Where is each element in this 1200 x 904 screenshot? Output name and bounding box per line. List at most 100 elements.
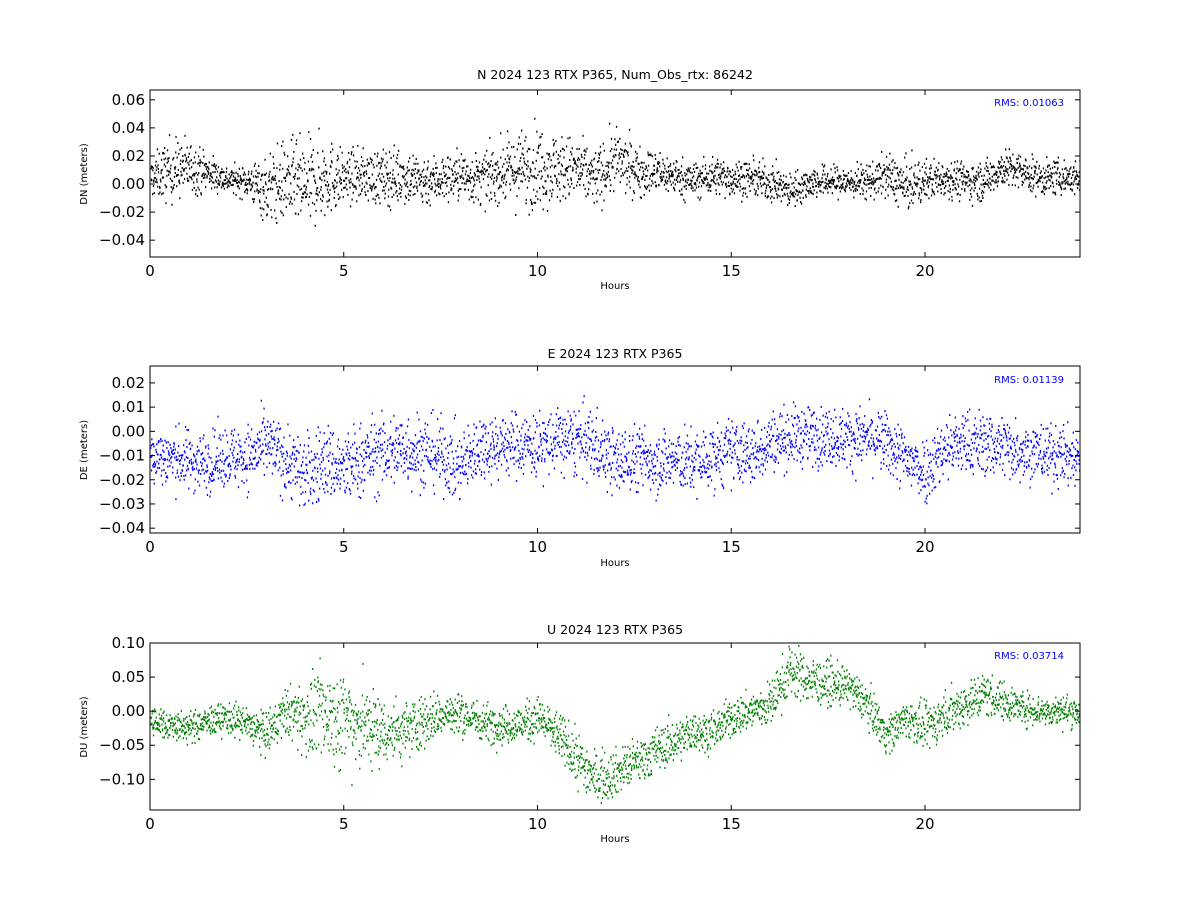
data-point xyxy=(515,411,516,413)
data-point xyxy=(370,431,371,433)
data-point xyxy=(374,496,375,498)
data-point xyxy=(961,161,962,163)
data-point xyxy=(167,466,168,468)
data-point xyxy=(203,177,204,179)
data-point xyxy=(511,442,512,444)
data-point xyxy=(1046,156,1047,158)
data-point xyxy=(180,171,181,173)
data-point xyxy=(787,193,788,195)
data-point xyxy=(213,182,214,184)
data-point xyxy=(404,183,405,185)
data-point xyxy=(385,193,386,195)
data-point xyxy=(213,155,214,157)
data-point xyxy=(384,197,385,199)
data-point xyxy=(226,474,227,476)
data-point xyxy=(479,469,480,471)
data-point xyxy=(607,491,608,493)
data-point xyxy=(485,433,486,435)
data-point xyxy=(161,440,162,442)
data-point xyxy=(345,171,346,173)
data-point xyxy=(510,449,511,451)
data-point xyxy=(630,472,631,474)
data-point xyxy=(1028,186,1029,188)
data-point xyxy=(319,440,320,442)
data-point xyxy=(274,443,275,445)
data-point xyxy=(205,460,206,462)
data-point xyxy=(663,176,664,178)
data-point xyxy=(267,426,268,428)
data-point xyxy=(268,176,269,178)
data-point xyxy=(523,157,524,159)
data-point xyxy=(341,179,342,181)
data-point xyxy=(213,479,214,481)
data-point xyxy=(469,177,470,179)
data-point xyxy=(917,176,918,178)
data-point xyxy=(741,201,742,203)
data-point xyxy=(465,188,466,190)
data-point xyxy=(1046,180,1047,182)
data-point xyxy=(218,180,219,182)
data-point xyxy=(189,153,190,155)
data-point xyxy=(321,473,322,475)
data-point xyxy=(370,466,371,468)
data-point xyxy=(373,474,374,476)
data-point xyxy=(724,197,725,199)
data-point xyxy=(392,182,393,184)
data-point xyxy=(751,175,752,177)
data-point xyxy=(502,448,503,450)
data-point xyxy=(562,148,563,150)
data-point xyxy=(308,131,309,133)
data-point xyxy=(354,478,355,480)
data-point xyxy=(270,209,271,211)
data-point xyxy=(267,448,268,450)
data-point xyxy=(175,426,176,428)
data-point xyxy=(239,168,240,170)
data-point xyxy=(695,163,696,165)
data-point xyxy=(291,139,292,141)
data-point xyxy=(360,174,361,176)
data-point xyxy=(435,167,436,169)
data-point xyxy=(922,181,923,183)
data-point xyxy=(520,157,521,159)
data-point xyxy=(762,171,763,173)
data-point xyxy=(433,155,434,157)
data-point xyxy=(954,169,955,171)
data-point xyxy=(698,197,699,199)
data-point xyxy=(703,156,704,158)
data-point xyxy=(723,181,724,183)
data-point xyxy=(661,171,662,173)
data-point xyxy=(340,483,341,485)
data-point xyxy=(567,170,568,172)
data-point xyxy=(268,446,269,448)
data-point xyxy=(395,430,396,432)
data-point xyxy=(264,426,265,428)
data-point xyxy=(1022,173,1023,175)
data-point xyxy=(877,178,878,180)
data-point xyxy=(938,183,939,185)
data-point xyxy=(503,178,504,180)
data-point xyxy=(238,444,239,446)
data-point xyxy=(356,166,357,168)
data-point xyxy=(348,441,349,443)
data-point xyxy=(481,471,482,473)
data-point xyxy=(445,437,446,439)
data-point xyxy=(299,177,300,179)
data-point xyxy=(313,479,314,481)
data-point xyxy=(267,213,268,215)
data-point xyxy=(978,176,979,178)
data-point xyxy=(244,179,245,181)
data-point xyxy=(520,458,521,460)
data-point xyxy=(340,478,341,480)
data-point xyxy=(648,449,649,451)
data-point xyxy=(315,478,316,480)
data-point xyxy=(337,483,338,485)
data-point xyxy=(592,431,593,433)
data-point xyxy=(289,481,290,483)
data-point xyxy=(170,165,171,167)
data-point xyxy=(351,151,352,153)
data-point xyxy=(378,441,379,443)
data-point xyxy=(478,199,479,201)
data-point xyxy=(168,157,169,159)
data-point xyxy=(578,178,579,180)
data-point xyxy=(263,463,264,465)
